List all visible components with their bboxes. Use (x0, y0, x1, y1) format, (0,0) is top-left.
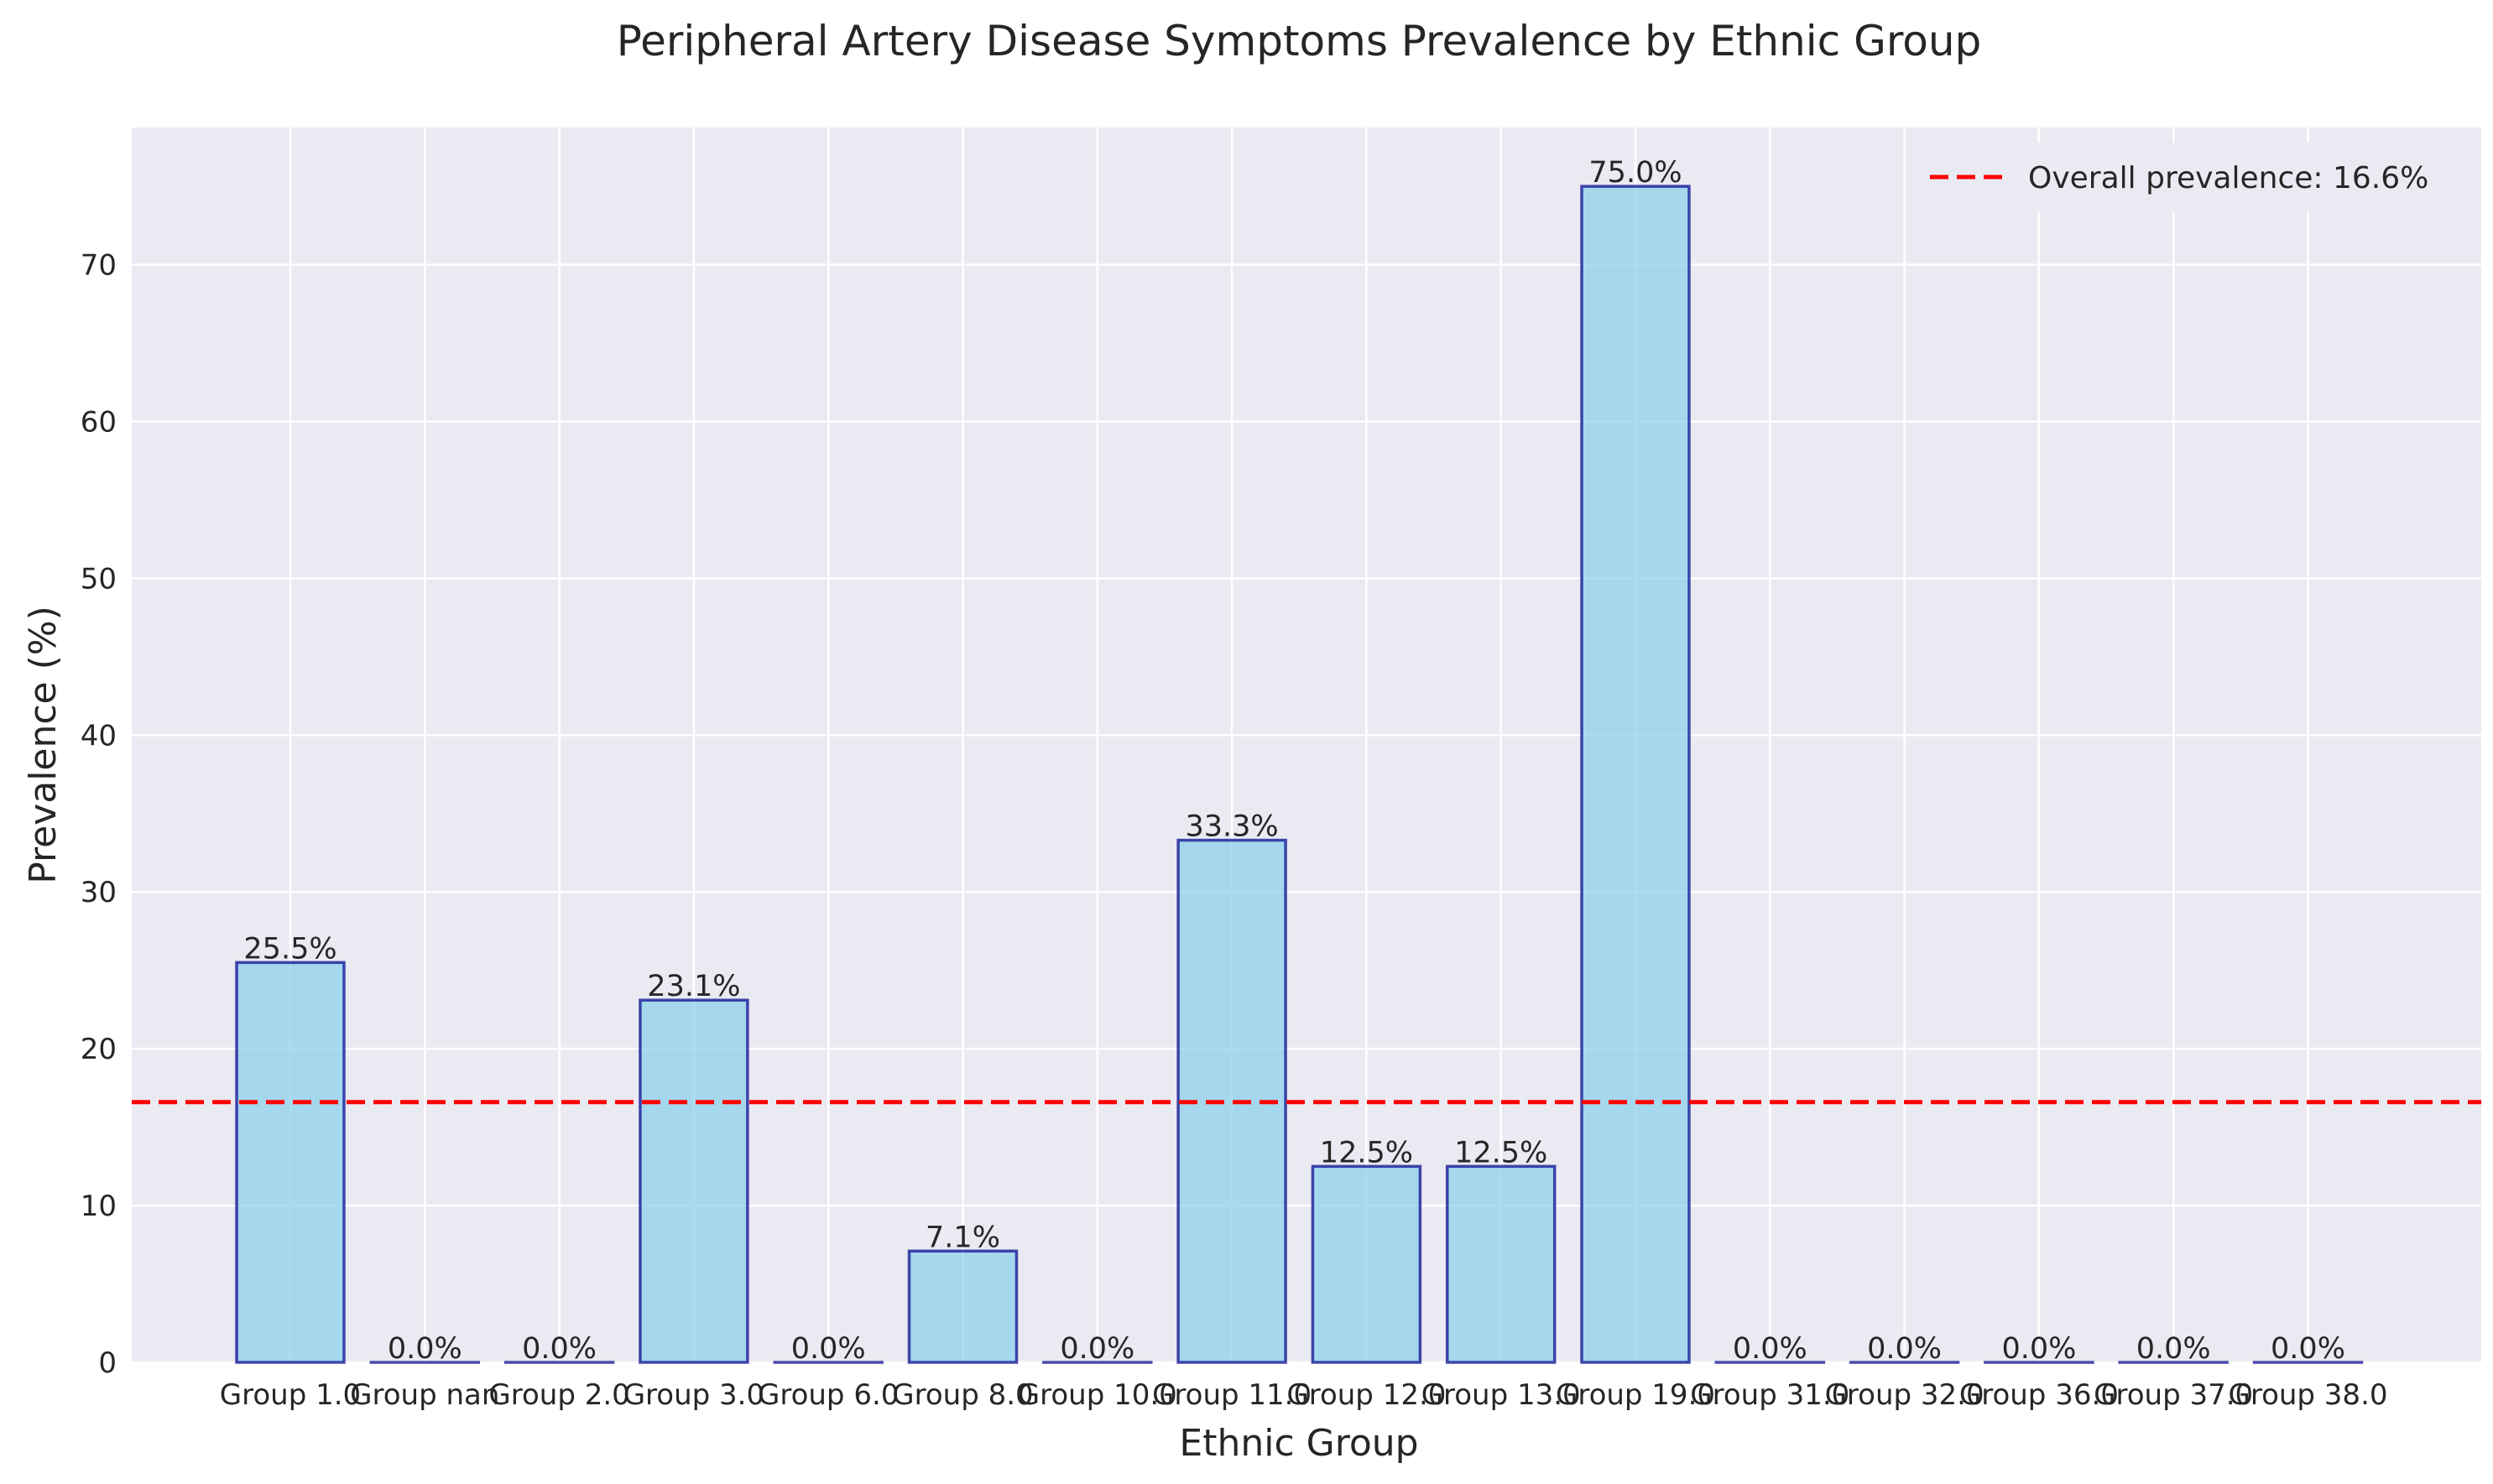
bar-data-labels: 25.5% 0.0% 0.0% 23.1% 0.0% 7.1% 0.0% 33.3% 12.5%… (243, 156, 2345, 1366)
y-tick-label: 0 (98, 1346, 117, 1380)
y-axis-ticks: 0 10 20 30 40 50 60 70 (81, 249, 117, 1380)
bar-data-label: 23.1% (647, 970, 740, 1003)
x-tick-label: Group 10.0 (1018, 1378, 1177, 1412)
y-tick-label: 30 (81, 876, 117, 909)
legend: Overall prevalence: 16.6% (1917, 143, 2458, 211)
x-tick-label: Group 3.0 (623, 1378, 764, 1412)
x-tick-label: Group 32.0 (1825, 1378, 1984, 1412)
x-tick-label: Group 12.0 (1286, 1378, 1446, 1412)
y-tick-label: 10 (81, 1190, 117, 1223)
bar-data-label: 75.0% (1588, 156, 1682, 190)
bar-data-label: 0.0% (2001, 1332, 2076, 1366)
x-axis-label: Ethnic Group (1179, 1422, 1418, 1465)
grid-lines (132, 128, 2481, 1364)
bar-data-label: 0.0% (522, 1332, 597, 1366)
plot-area (132, 128, 2481, 1362)
y-tick-label: 60 (81, 405, 117, 439)
x-tick-label: Group 13.0 (1421, 1378, 1581, 1412)
bar (1445, 1164, 1557, 1364)
bar-data-label: 0.0% (791, 1332, 866, 1366)
bar-data-label: 0.0% (2136, 1332, 2211, 1366)
bar-data-label: 0.0% (1060, 1332, 1134, 1366)
y-tick-label: 20 (81, 1033, 117, 1066)
x-tick-label: Group 38.0 (2228, 1378, 2387, 1412)
x-tick-label: Group 6.0 (758, 1378, 899, 1412)
x-tick-label: Group 31.0 (1690, 1378, 1849, 1412)
x-tick-label: Group 19.0 (1556, 1378, 1715, 1412)
chart-title: Peripheral Artery Disease Symptoms Preva… (617, 17, 1982, 65)
bar-data-label: 25.5% (243, 932, 336, 966)
bar-data-label: 12.5% (1320, 1136, 1413, 1169)
bar (235, 961, 346, 1364)
y-tick-label: 70 (81, 249, 117, 283)
y-tick-label: 50 (81, 562, 117, 596)
legend-label: Overall prevalence: 16.6% (2028, 161, 2428, 195)
x-tick-label: Group 8.0 (892, 1378, 1033, 1412)
bar-series (235, 185, 2364, 1364)
bar-data-label: 0.0% (388, 1332, 462, 1366)
bar (1580, 185, 1691, 1364)
bar (1311, 1164, 1422, 1364)
bar-data-label: 0.0% (1733, 1332, 1807, 1366)
bar-data-label: 0.0% (2271, 1332, 2345, 1366)
bar (907, 1249, 1019, 1364)
y-axis-label: Prevalence (%) (22, 606, 65, 884)
legend-box (1917, 143, 2458, 211)
x-tick-label: Group 1.0 (220, 1378, 361, 1412)
x-tick-label: Group 2.0 (488, 1378, 629, 1412)
bar-data-label: 12.5% (1454, 1136, 1547, 1169)
x-tick-label: Group 36.0 (1959, 1378, 2119, 1412)
bar-data-label: 7.1% (926, 1221, 1000, 1254)
y-tick-label: 40 (81, 719, 117, 752)
bar (639, 998, 749, 1364)
x-tick-label: Group 11.0 (1152, 1378, 1312, 1412)
x-tick-label: Group nan (350, 1378, 499, 1412)
x-tick-label: Group 37.0 (2094, 1378, 2253, 1412)
bar-data-label: 33.3% (1186, 810, 1279, 844)
bar-data-label: 0.0% (1867, 1332, 1942, 1366)
